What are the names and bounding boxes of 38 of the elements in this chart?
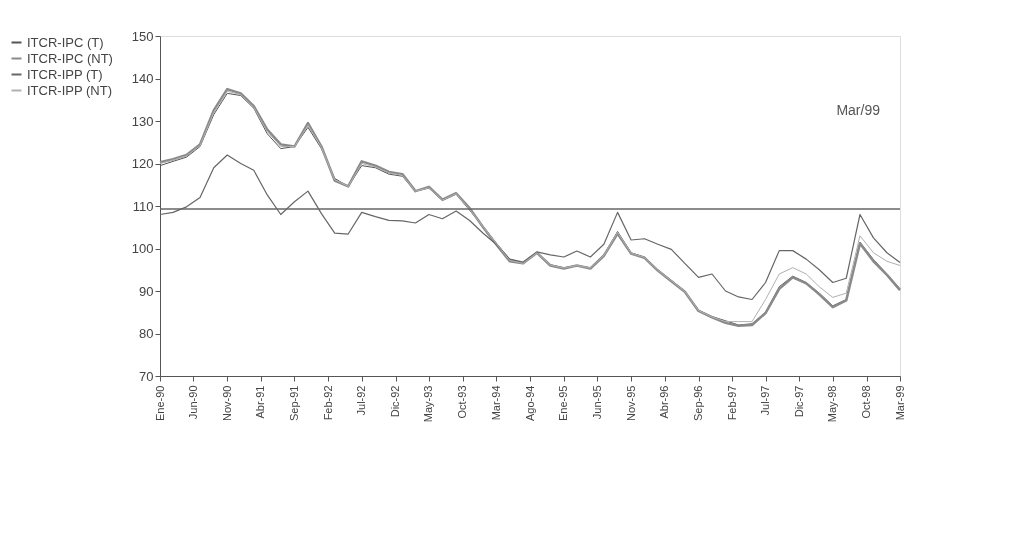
y-tick-label: 120: [131, 156, 154, 171]
x-tick-label: Ene-90: [153, 385, 166, 421]
x-tick-label: Nov-90: [220, 385, 233, 421]
x-tick-label: Dic-97: [792, 385, 805, 418]
x-tick-label: Abr-91: [254, 385, 267, 419]
y-tick-label: 100: [131, 241, 154, 256]
legend-label: ITCR-IPC (T): [27, 34, 104, 50]
x-tick-label: Abr-96: [658, 385, 671, 419]
x-tick-label: Jun-90: [186, 385, 199, 420]
x-tick-label: Feb-97: [725, 385, 738, 421]
x-tick-label: Ene-95: [557, 385, 570, 421]
legend-label: ITCR-IPP (NT): [27, 82, 112, 98]
y-tick-label: 90: [139, 283, 154, 299]
x-tick-label: Dic-92: [389, 385, 402, 418]
x-tick-label: May-93: [422, 385, 435, 423]
y-tick-label: 150: [131, 28, 154, 44]
annotation: Mar/99: [836, 102, 881, 118]
x-tick-label: Ago-94: [523, 385, 536, 421]
x-tick-label: Oct-93: [456, 385, 469, 419]
y-tick-label: 80: [139, 326, 154, 341]
y-tick-label: 110: [132, 198, 154, 214]
x-tick-label: Jul-97: [759, 385, 772, 416]
x-tick-label: Mar-94: [489, 385, 502, 421]
line-series: [159, 154, 901, 301]
x-tick-label: Oct-98: [860, 385, 873, 419]
y-tick-label: 140: [131, 71, 154, 86]
x-tick-label: May-98: [826, 385, 839, 423]
x-tick-label: Mar-99: [893, 385, 906, 421]
x-tick-label: Jun-95: [590, 385, 603, 420]
legend-label: ITCR-IPC (NT): [27, 50, 113, 66]
x-tick-label: Nov-95: [624, 385, 637, 421]
y-tick-label: 130: [131, 113, 154, 129]
x-tick-label: Jul-92: [355, 385, 368, 416]
legend-label: ITCR-IPP (T): [27, 66, 103, 82]
x-tick-label: Sep-91: [287, 385, 300, 421]
y-tick-label: 70: [139, 368, 154, 384]
x-tick-label: Feb-92: [321, 385, 334, 421]
x-tick-label: Sep-96: [692, 385, 705, 421]
